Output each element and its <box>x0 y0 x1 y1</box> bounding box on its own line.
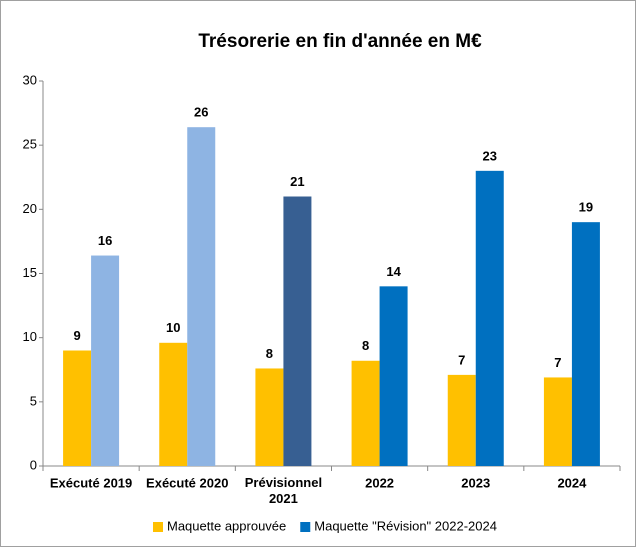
bar <box>187 127 216 466</box>
legend-swatch <box>300 522 311 532</box>
legend-label: Maquette approuvée <box>167 518 286 533</box>
legend-swatch <box>153 522 163 532</box>
data-label: 7 <box>458 352 465 367</box>
bar <box>91 255 120 466</box>
data-label: 10 <box>166 320 180 335</box>
data-label: 23 <box>483 148 497 163</box>
data-label: 14 <box>386 264 401 279</box>
data-label: 9 <box>73 328 80 343</box>
bar <box>283 196 312 466</box>
y-tick-label: 30 <box>23 72 37 87</box>
bar <box>379 286 408 466</box>
bar <box>543 377 572 466</box>
data-label: 8 <box>362 338 369 353</box>
data-label: 21 <box>290 174 304 189</box>
bar <box>159 342 188 466</box>
data-label: 7 <box>554 355 561 370</box>
data-label: 16 <box>98 233 112 248</box>
y-tick-label: 5 <box>30 393 37 408</box>
data-label: 26 <box>194 105 208 120</box>
legend-label: Maquette "Révision" 2022-2024 <box>314 518 497 533</box>
y-tick-label: 0 <box>30 457 37 472</box>
x-tick-label: Exécuté 2020 <box>146 475 228 490</box>
x-tick-label: 2023 <box>461 475 490 490</box>
x-tick-label: 2024 <box>557 475 587 490</box>
y-tick-label: 25 <box>23 137 37 152</box>
chart-title: Trésorerie en fin d'année en M€ <box>198 31 482 52</box>
data-label: 19 <box>579 200 593 215</box>
x-tick-label: Exécuté 2019 <box>50 475 132 490</box>
bar <box>475 170 504 467</box>
x-tick-label: Prévisionnel 2021 <box>245 475 322 506</box>
bar <box>255 368 284 466</box>
y-tick-label: 15 <box>23 265 37 280</box>
bar <box>351 360 380 466</box>
x-tick-label: 2022 <box>365 475 394 490</box>
y-tick-label: 10 <box>23 329 37 344</box>
y-tick-label: 20 <box>23 201 37 216</box>
bar <box>63 350 92 466</box>
bar <box>447 374 476 466</box>
data-label: 8 <box>266 346 273 361</box>
bar <box>571 222 600 466</box>
